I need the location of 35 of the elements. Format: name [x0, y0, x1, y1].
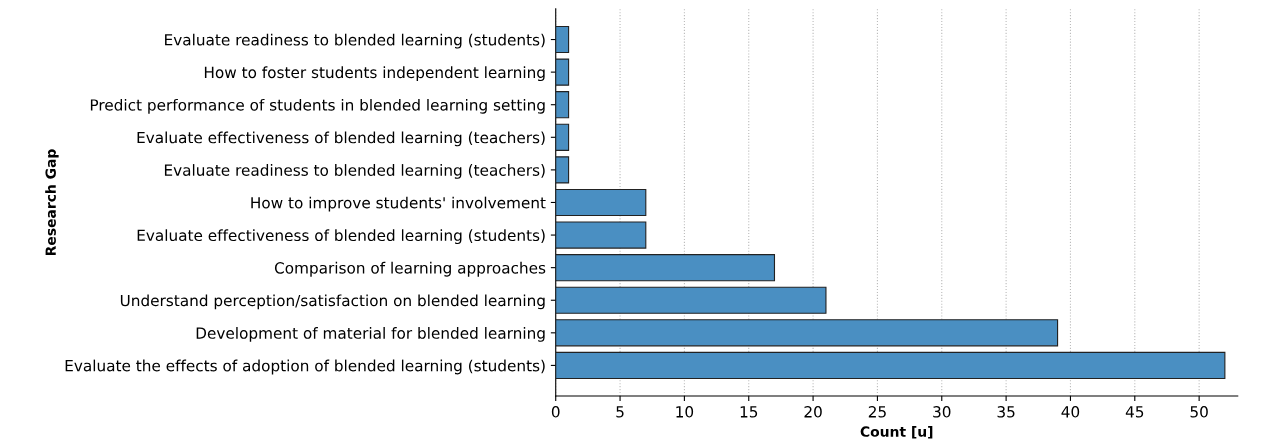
y-tick-label: Evaluate readiness to blended learning (teachers) — [164, 164, 545, 179]
x-tick-label: 10 — [676, 406, 694, 418]
bar — [555, 351, 1226, 380]
x-tick-label: 5 — [616, 406, 624, 418]
x-tick-label: 0 — [551, 406, 560, 418]
y-tick-label: Predict performance of students in blended learning setting — [90, 98, 545, 114]
x-tick-label: 20 — [804, 406, 822, 418]
x-tick-label: 35 — [997, 406, 1015, 418]
x-tick-label: 50 — [1190, 406, 1208, 418]
y-tick-label: Evaluate readiness to blended learning (students) — [165, 33, 545, 49]
y-axis-title: Research Gap — [45, 149, 59, 256]
bar — [555, 319, 1059, 347]
bar — [555, 221, 647, 249]
bar — [555, 58, 570, 86]
bar — [555, 254, 776, 282]
x-tick-label: 30 — [933, 406, 951, 418]
y-tick-label: Understand perception/satisfaction on blended learning — [120, 294, 545, 310]
y-tick-label: Evaluate effectiveness of blended learning (teachers) — [137, 131, 545, 147]
bar — [555, 286, 827, 314]
x-tick-label: 40 — [1061, 406, 1080, 418]
x-tick-label: 45 — [1125, 406, 1144, 418]
bar — [555, 188, 647, 217]
x-axis-title: Count [u] — [860, 426, 933, 439]
x-tick-label: 25 — [868, 406, 886, 418]
y-tick-label: How to improve students' involvement — [251, 196, 546, 212]
bar — [555, 123, 570, 151]
y-tick-label: How to foster students independent learning — [204, 66, 545, 82]
y-tick-label: Development of material for blended learning — [196, 327, 545, 342]
y-tick-label: Evaluate the effects of adoption of blended learning (students) — [65, 359, 545, 375]
y-tick-label: Comparison of learning approaches — [274, 261, 546, 277]
bar — [555, 91, 570, 119]
y-tick-label: Evaluate effectiveness of blended learning (students) — [137, 229, 545, 245]
bar — [555, 25, 570, 54]
x-tick-label: 15 — [740, 406, 758, 418]
bar — [555, 156, 570, 184]
